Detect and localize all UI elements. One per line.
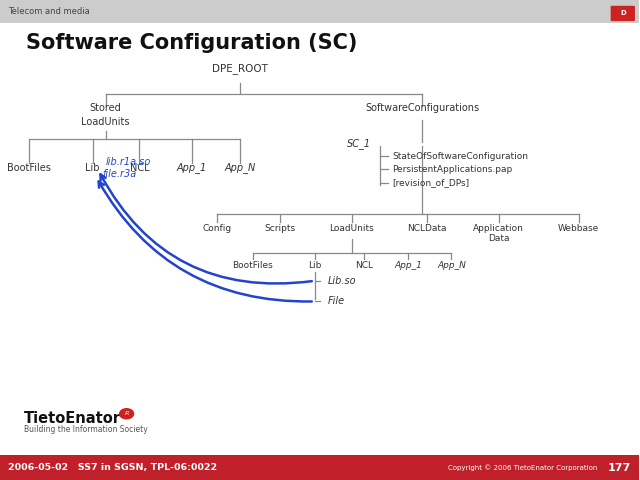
Text: LoadUnits: LoadUnits (81, 118, 130, 127)
Bar (0, 0, 639, 23)
Text: file.r3a: file.r3a (102, 169, 136, 179)
Text: Webbase: Webbase (558, 225, 599, 233)
Text: NCL: NCL (355, 261, 374, 270)
FancyBboxPatch shape (611, 6, 635, 21)
Text: 2006-05-02   SS7 in SGSN, TPL-06:0022: 2006-05-02 SS7 in SGSN, TPL-06:0022 (8, 463, 217, 472)
Text: LoadUnits: LoadUnits (330, 225, 374, 233)
Text: [revision_of_DPs]: [revision_of_DPs] (392, 179, 469, 187)
Text: R: R (124, 411, 129, 416)
Text: NCLData: NCLData (408, 225, 447, 233)
Text: TietoEnator: TietoEnator (24, 411, 122, 426)
Text: Building the Information Society: Building the Information Society (24, 425, 148, 434)
Text: Data: Data (488, 234, 509, 243)
Text: lib.r1a.so: lib.r1a.so (106, 157, 151, 167)
Text: Telecom and media: Telecom and media (8, 7, 90, 16)
Text: Lib.so: Lib.so (328, 276, 356, 286)
Text: App_N: App_N (224, 163, 255, 173)
Text: Software Configuration (SC): Software Configuration (SC) (26, 33, 357, 53)
Text: Stored: Stored (90, 103, 122, 113)
Text: App_1: App_1 (177, 163, 207, 173)
Circle shape (119, 408, 134, 420)
Text: App_N: App_N (437, 261, 466, 270)
Text: File: File (328, 297, 344, 306)
Text: Application: Application (474, 225, 524, 233)
Text: SoftwareConfigurations: SoftwareConfigurations (365, 103, 479, 113)
Text: Config: Config (203, 225, 232, 233)
Text: 177: 177 (607, 463, 630, 472)
Text: Lib: Lib (308, 261, 321, 270)
Text: Lib: Lib (86, 163, 100, 173)
Text: Scripts: Scripts (264, 225, 296, 233)
Text: BootFiles: BootFiles (7, 163, 51, 173)
Text: BootFiles: BootFiles (232, 261, 273, 270)
Text: SC_1: SC_1 (347, 139, 371, 149)
Text: StateOfSoftwareConfiguration: StateOfSoftwareConfiguration (392, 152, 528, 160)
Bar (0, 455, 639, 480)
Text: DPE_ROOT: DPE_ROOT (212, 63, 268, 74)
Text: Copyright © 2006 TietoEnator Corporation: Copyright © 2006 TietoEnator Corporation (447, 464, 597, 471)
Text: NCL: NCL (129, 163, 149, 173)
Text: App_1: App_1 (394, 261, 422, 270)
Text: PersistentApplications.pap: PersistentApplications.pap (392, 165, 512, 174)
Text: D: D (620, 11, 626, 16)
